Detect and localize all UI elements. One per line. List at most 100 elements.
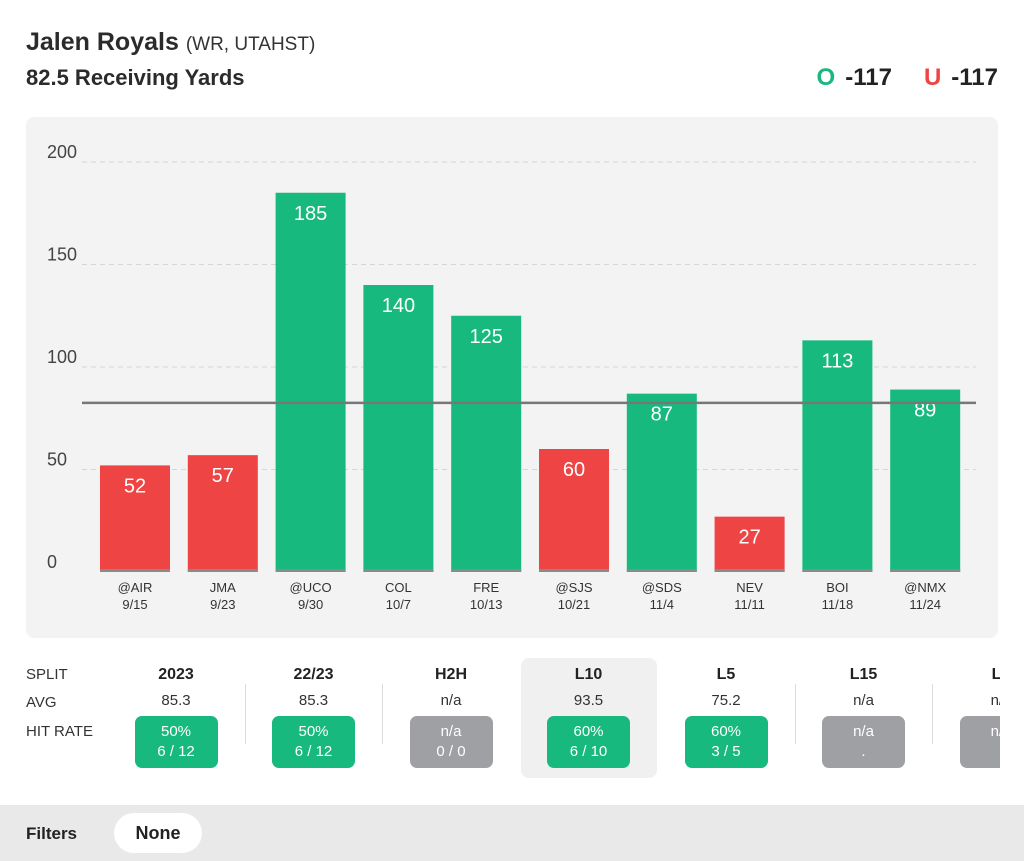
over-indicator: O	[816, 64, 836, 91]
y-tick-label: 50	[47, 450, 67, 470]
bar-jma[interactable]	[187, 455, 258, 572]
split-column-2023[interactable]: 2023 85.3 50% 6 / 12	[108, 658, 244, 778]
split-avg: n/a	[853, 692, 874, 709]
x-tick-date: 9/30	[298, 597, 323, 612]
hit-rate-record: 3 / 5	[711, 743, 741, 760]
bar-value-label: 87	[651, 404, 673, 426]
split-name: H2H	[434, 666, 467, 683]
bar-col[interactable]	[363, 285, 434, 572]
bar-baseline	[539, 569, 609, 572]
x-tick-opponent: @NMX	[904, 580, 946, 595]
split-column-l5[interactable]: L5 75.2 60% 3 / 5	[658, 658, 794, 778]
header: Jalen Royals (WR, UTAHST) 82.5 Receiving…	[26, 28, 998, 91]
split-divider	[932, 684, 933, 744]
prop-line: 82.5 Receiving Yards	[26, 65, 245, 90]
bar-value-label: 113	[821, 350, 853, 372]
split-divider	[244, 684, 246, 744]
x-tick-opponent: @SDS	[642, 580, 682, 595]
bar-baseline	[451, 569, 522, 572]
game-log-chart: 0 50 100 150 200 52 @AIR 9/15 57 JMA 9/23 185 @UCO 9/…	[26, 117, 998, 638]
hit-rate-record: 0 / 0	[436, 743, 466, 760]
split-name: L3	[991, 666, 1000, 683]
split-column-l3[interactable]: L3 n/a n/a.	[933, 658, 1000, 778]
split-divider	[794, 684, 796, 744]
hit-rate-row-label: HIT RATE	[26, 723, 93, 740]
hit-rate-percent: 50%	[160, 723, 192, 740]
hit-rate-pill: 50% 6 / 12	[134, 716, 218, 768]
bar-value-label: 125	[470, 326, 503, 348]
y-tick-label: 0	[47, 552, 57, 572]
x-tick-date: 10/7	[386, 597, 411, 612]
filters-bar: Filters None	[0, 805, 1024, 861]
bar-air[interactable]	[100, 465, 170, 572]
split-avg: n/a	[990, 692, 1000, 709]
x-tick-date: 9/23	[210, 597, 235, 612]
split-divider	[382, 684, 383, 744]
player-name: Jalen Royals	[26, 28, 179, 56]
filter-value-button[interactable]: None	[114, 813, 202, 853]
y-tick-label: 100	[47, 347, 77, 367]
bar-value-label: 60	[563, 459, 585, 481]
bar-baseline	[363, 569, 434, 572]
odds: O -117 U -117	[817, 64, 998, 92]
avg-row-label: AVG	[26, 694, 57, 711]
hit-rate-record: 6 / 12	[157, 743, 195, 760]
filters-label: Filters	[26, 824, 78, 843]
bar-nev[interactable]	[714, 516, 785, 572]
hit-rate-record: .	[861, 743, 866, 760]
split-column-h2h[interactable]: H2H n/a n/a 0 / 0	[383, 658, 519, 778]
x-tick-date: 9/15	[122, 597, 147, 612]
split-column-l15[interactable]: L15 n/a n/a.	[796, 658, 932, 778]
hit-rate-pill: n/a.	[959, 716, 1000, 768]
bar-baseline	[626, 569, 697, 572]
hit-rate-percent: 50%	[298, 723, 329, 740]
x-tick-date: 11/11	[734, 597, 765, 612]
bar-fre[interactable]	[451, 315, 522, 572]
hit-rate-pill: n/a 0 / 0	[409, 716, 493, 768]
bar-value-label: 89	[914, 400, 936, 422]
split-column-l10[interactable]: L10 93.5 60% 6 / 10	[520, 658, 657, 778]
x-tick-opponent: JMA	[210, 580, 236, 595]
splits-table: SPLIT AVG HIT RATE 2023 85.3 50% 6 / 12 22/2…	[0, 658, 1000, 778]
x-tick-date: 11/18	[822, 597, 854, 612]
bar-boi[interactable]	[802, 340, 873, 572]
hit-rate-pill: 60% 3 / 5	[684, 716, 768, 768]
split-avg: 85.3	[298, 692, 329, 709]
bar-baseline	[714, 569, 785, 572]
bar-uco[interactable]	[275, 192, 346, 572]
under-odds[interactable]: -117	[951, 64, 998, 91]
hit-rate-pill: 50% 6 / 12	[272, 716, 355, 768]
x-tick-opponent: @AIR	[118, 580, 153, 595]
hit-rate-percent: n/a	[853, 723, 874, 740]
split-row-label: SPLIT	[26, 666, 68, 683]
hit-rate-percent: 60%	[573, 723, 604, 740]
bar-baseline	[100, 569, 170, 572]
bar-value-label: 27	[738, 527, 760, 549]
split-avg: 85.3	[161, 692, 191, 709]
player-meta: (WR, UTAHST)	[185, 34, 316, 55]
x-tick-opponent: @UCO	[290, 580, 332, 595]
split-name: 22/23	[293, 666, 334, 683]
over-odds[interactable]: -117	[845, 64, 892, 91]
split-name: L15	[849, 666, 878, 683]
split-avg: 93.5	[573, 692, 604, 709]
hit-rate-record: 6 / 12	[294, 743, 333, 760]
hit-rate-pill: n/a.	[822, 716, 905, 768]
x-tick-opponent: BOI	[826, 580, 848, 595]
hit-rate-percent: 60%	[710, 723, 742, 740]
y-tick-label: 150	[47, 245, 77, 265]
split-column-22-23[interactable]: 22/23 85.3 50% 6 / 12	[246, 658, 382, 778]
bar-sds[interactable]	[626, 393, 697, 572]
x-tick-date: 11/4	[650, 597, 674, 612]
under-indicator: U	[923, 64, 942, 91]
hit-rate-pill: 60% 6 / 10	[547, 716, 630, 768]
bar-sjs[interactable]	[539, 449, 609, 572]
y-tick-label: 200	[47, 142, 77, 162]
bar-value-label: 140	[382, 295, 415, 317]
bar-value-label: 52	[124, 475, 146, 497]
bar-nmx[interactable]	[890, 389, 961, 572]
hit-rate-record: 6 / 10	[569, 743, 608, 760]
hit-rate-record: .	[960, 742, 1000, 762]
bar-baseline	[890, 569, 961, 572]
x-tick-opponent: NEV	[736, 580, 763, 595]
